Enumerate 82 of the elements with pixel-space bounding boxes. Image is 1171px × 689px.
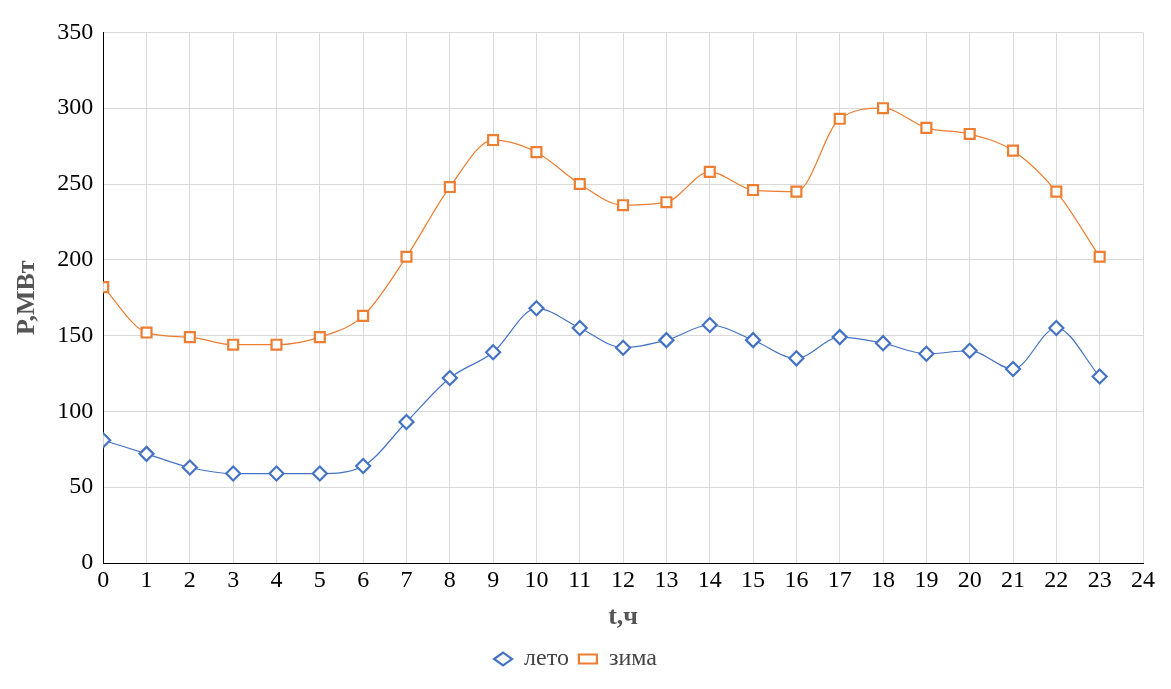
x-tick-label: 12	[611, 565, 636, 592]
y-axis-title: P,МВт	[11, 260, 41, 336]
point	[573, 177, 586, 191]
x-tick-label: 20	[957, 565, 982, 592]
x-tick-label: 1	[140, 565, 153, 592]
point	[313, 331, 326, 344]
point	[877, 102, 890, 115]
x-tick-label: 3	[227, 565, 240, 592]
point	[270, 338, 283, 351]
point	[918, 345, 935, 362]
point	[227, 338, 240, 351]
point	[528, 300, 545, 317]
x-tick-label: 18	[871, 565, 896, 592]
y-tick-label: 0	[81, 548, 94, 575]
y-tick-label: 100	[57, 396, 94, 423]
point	[790, 185, 803, 198]
point	[311, 465, 328, 482]
x-tick-label: 4	[270, 565, 283, 592]
y-tick-label: 150	[57, 320, 94, 347]
point	[1050, 185, 1063, 198]
y-tick-label: 300	[57, 93, 94, 120]
point	[1004, 360, 1022, 378]
x-axis-title: t,ч	[608, 601, 639, 631]
point	[617, 199, 630, 212]
x-tick-label: 2	[183, 565, 196, 592]
point	[701, 316, 718, 334]
point	[1048, 319, 1065, 337]
point	[571, 319, 588, 337]
point	[1006, 144, 1020, 157]
x-tick-label: 17	[827, 565, 852, 592]
x-tick-label: 15	[741, 565, 766, 592]
x-tick-label: 9	[487, 565, 500, 592]
legend-label: лето	[524, 644, 569, 671]
point	[961, 342, 978, 359]
x-tick-label: 5	[313, 565, 326, 592]
point	[788, 350, 805, 367]
y-tick-label: 350	[57, 17, 94, 44]
point	[181, 459, 198, 476]
x-tick-label: 10	[524, 565, 549, 592]
point	[615, 339, 632, 356]
point	[441, 369, 458, 387]
x-tick-label: 8	[443, 565, 456, 592]
x-tick-label: 22	[1044, 565, 1069, 592]
point	[1091, 368, 1108, 385]
y-tick-label: 50	[69, 472, 94, 499]
x-tick-label: 13	[654, 565, 679, 592]
point	[1093, 250, 1106, 263]
x-tick-label: 16	[784, 565, 809, 592]
point	[833, 112, 846, 125]
point	[183, 331, 196, 344]
point	[831, 329, 848, 346]
point	[400, 250, 413, 263]
point	[355, 457, 372, 475]
point	[658, 332, 675, 349]
point	[744, 332, 762, 349]
legend-label: зима	[608, 644, 658, 671]
point	[357, 309, 370, 322]
x-tick-label: 21	[1001, 565, 1026, 592]
point	[225, 465, 242, 482]
x-tick-label: 14	[697, 565, 722, 592]
y-tick-label: 250	[57, 169, 94, 196]
x-tick-label: 7	[400, 565, 413, 592]
point	[530, 146, 543, 159]
point	[874, 335, 892, 352]
x-tick-label: 23	[1087, 565, 1112, 592]
point	[268, 465, 285, 482]
point	[920, 121, 933, 134]
point	[487, 133, 500, 147]
point	[747, 184, 760, 197]
x-tick-label: 24	[1131, 565, 1155, 592]
point	[140, 326, 153, 339]
point	[963, 127, 976, 141]
point	[703, 165, 716, 178]
point	[398, 413, 415, 431]
x-tick-label: 19	[914, 565, 939, 592]
point	[485, 344, 502, 361]
point	[660, 196, 673, 209]
y-tick-label: 200	[57, 245, 94, 272]
point	[443, 180, 456, 194]
x-tick-label: 11	[568, 565, 592, 592]
x-tick-label: 6	[357, 565, 370, 592]
point	[138, 445, 155, 462]
